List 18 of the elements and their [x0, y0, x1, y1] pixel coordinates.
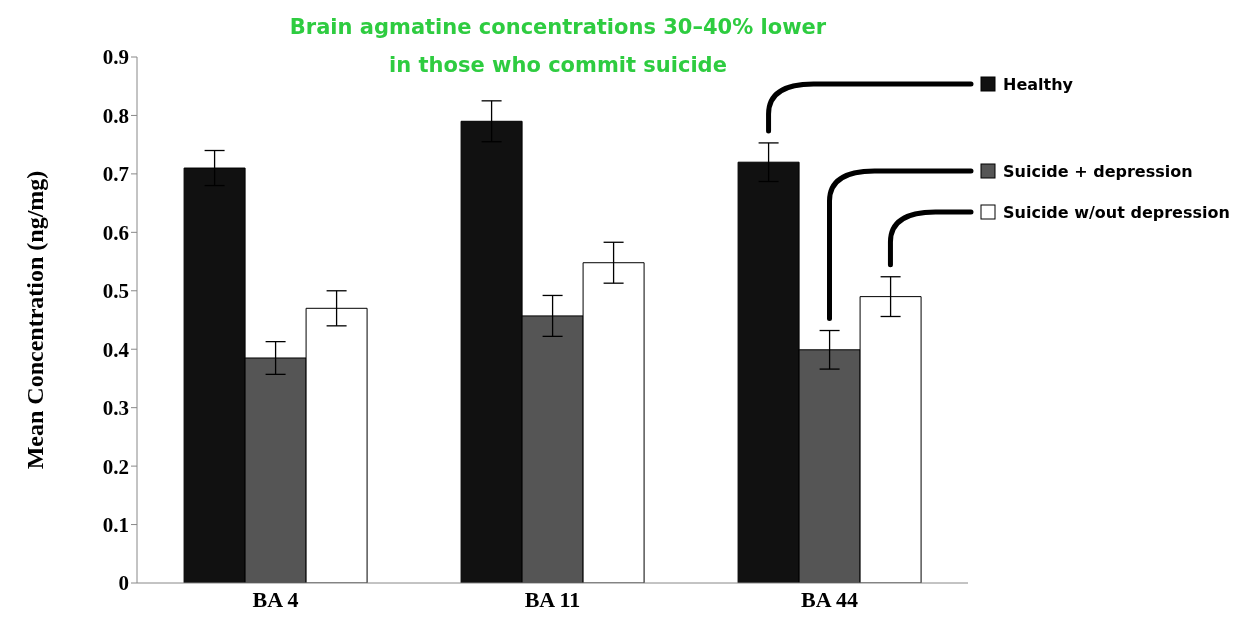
chart-title: Brain agmatine concentrations 30–40% lower in those who commit suicide [288, 14, 828, 79]
x-tick-label: BA 4 [252, 586, 299, 612]
y-tick-label: 0.9 [102, 45, 129, 70]
y-tick-label: 0.6 [102, 220, 129, 245]
y-tick-label: 0.3 [102, 396, 129, 421]
x-tick-label: BA 44 [801, 586, 858, 612]
y-tick-label: 0.1 [102, 513, 129, 538]
legend-label: Suicide + depression [1003, 162, 1193, 181]
y-tick-label: 0.8 [102, 103, 129, 128]
y-tick-label: 0 [118, 571, 129, 596]
x-tick-label: BA 11 [524, 586, 581, 612]
y-tick-label: 0.5 [102, 279, 129, 304]
y-tick-label: 0.2 [102, 454, 129, 479]
y-axis-title: Mean Concentration (ng/mg) [21, 170, 48, 470]
legend-label: Suicide w/out depression [1003, 203, 1230, 222]
y-tick-label: 0.4 [102, 337, 130, 362]
y-tick-label: 0.7 [102, 162, 129, 187]
legend-label: Healthy [1003, 75, 1074, 94]
